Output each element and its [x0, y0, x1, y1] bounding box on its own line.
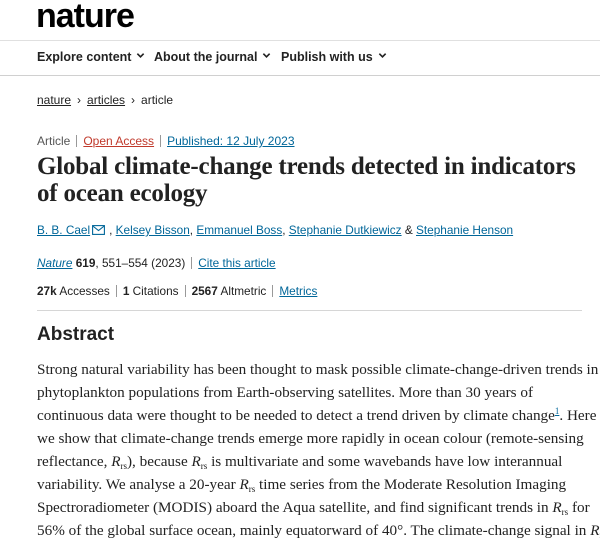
citation-line: Nature 619, 551–554 (2023) Cite this arti… — [37, 256, 276, 270]
divider — [184, 285, 186, 297]
abstract-line: we show that climate-change trends emerg… — [37, 430, 584, 447]
journal-name: Nature — [37, 256, 73, 270]
citations-count: 1 — [122, 284, 130, 298]
breadcrumb-articles-link[interactable]: articles — [87, 93, 126, 107]
author-link[interactable]: B. B. Cael — [37, 223, 91, 237]
nav-about-journal-label: About the journal — [154, 50, 258, 64]
site-header: nature — [0, 0, 600, 40]
nav-publish-label: Publish with us — [281, 50, 373, 64]
nav-publish-with-us[interactable]: Publish with us — [281, 50, 387, 64]
author-conjunction: & — [404, 223, 413, 237]
divider — [160, 135, 162, 147]
main-nav: Explore content About the journal Publis… — [0, 40, 600, 76]
open-access-link[interactable]: Open Access — [83, 134, 155, 148]
abstract-line: reflectance, Rrs), because Rrs is multiv… — [37, 453, 563, 471]
altmetric-label: Altmetric — [220, 284, 267, 298]
pages: , 551–554 (2023) — [95, 256, 186, 270]
divider — [76, 135, 78, 147]
article-type: Article — [37, 134, 71, 148]
published-date-link[interactable]: Published: 12 July 2023 — [167, 134, 295, 148]
abstract-line: continuous data were thought to be neede… — [37, 406, 597, 425]
article-title: Global climate-change trends detected in… — [37, 153, 576, 207]
divider — [115, 285, 117, 297]
abstract-text: Strong natural variability has been thou… — [37, 358, 600, 542]
abstract-line: phytoplankton populations from Earth-obs… — [37, 384, 534, 401]
chevron-down-icon — [378, 53, 386, 58]
metrics-link[interactable]: Metrics — [279, 284, 318, 298]
abstract-line: variability. We analyse a 20-year Rrs ti… — [37, 476, 567, 494]
author-link[interactable]: Kelsey Bisson — [115, 223, 190, 237]
reference-link[interactable]: 1 — [554, 406, 560, 416]
abstract-line: Strong natural variability has been thou… — [37, 361, 599, 378]
nav-explore-content-label: Explore content — [37, 50, 132, 64]
altmetric-score: 2567 — [191, 284, 218, 298]
section-divider — [37, 310, 582, 311]
article-meta: Article Open Access Published: 12 July 202… — [37, 134, 295, 148]
abstract-line: Spectroradiometer (MODIS) aboard the Aqu… — [37, 499, 590, 517]
nature-logo[interactable]: nature — [36, 0, 135, 35]
breadcrumb: nature › articles › article — [37, 93, 173, 107]
breadcrumb-current: article — [141, 93, 174, 107]
divider — [191, 257, 193, 269]
nav-about-journal[interactable]: About the journal — [154, 50, 271, 64]
citations-label: Citations — [132, 284, 179, 298]
breadcrumb-separator: › — [77, 93, 82, 107]
accesses-count: 27k — [37, 284, 57, 298]
nav-explore-content[interactable]: Explore content — [37, 50, 145, 64]
cite-this-article-link[interactable]: Cite this article — [198, 256, 276, 270]
abstract-heading: Abstract — [37, 324, 115, 345]
breadcrumb-home-link[interactable]: nature — [37, 93, 72, 107]
author-link[interactable]: Stephanie Henson — [416, 223, 514, 237]
volume: 619 — [75, 256, 96, 270]
chevron-down-icon — [137, 53, 145, 58]
author-link[interactable]: Emmanuel Boss — [196, 223, 283, 237]
abstract-line: 56% of the global surface ocean, mainly … — [37, 522, 600, 540]
author-link[interactable]: Stephanie Dutkiewicz — [288, 223, 402, 237]
breadcrumb-separator: › — [131, 93, 136, 107]
accesses-label: Accesses — [59, 284, 110, 298]
divider — [272, 285, 274, 297]
journal-link[interactable]: Nature — [37, 256, 72, 270]
author-list: B. B. Cael, Kelsey Bisson, Emmanuel Boss… — [37, 223, 514, 237]
mail-icon[interactable] — [92, 225, 106, 235]
chevron-down-icon — [263, 53, 271, 58]
article-metrics: 27k Accesses 1 Citations 2567 Altmetric Met… — [37, 284, 317, 298]
